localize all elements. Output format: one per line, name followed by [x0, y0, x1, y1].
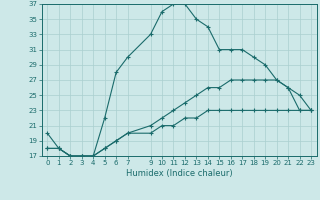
X-axis label: Humidex (Indice chaleur): Humidex (Indice chaleur) [126, 169, 233, 178]
